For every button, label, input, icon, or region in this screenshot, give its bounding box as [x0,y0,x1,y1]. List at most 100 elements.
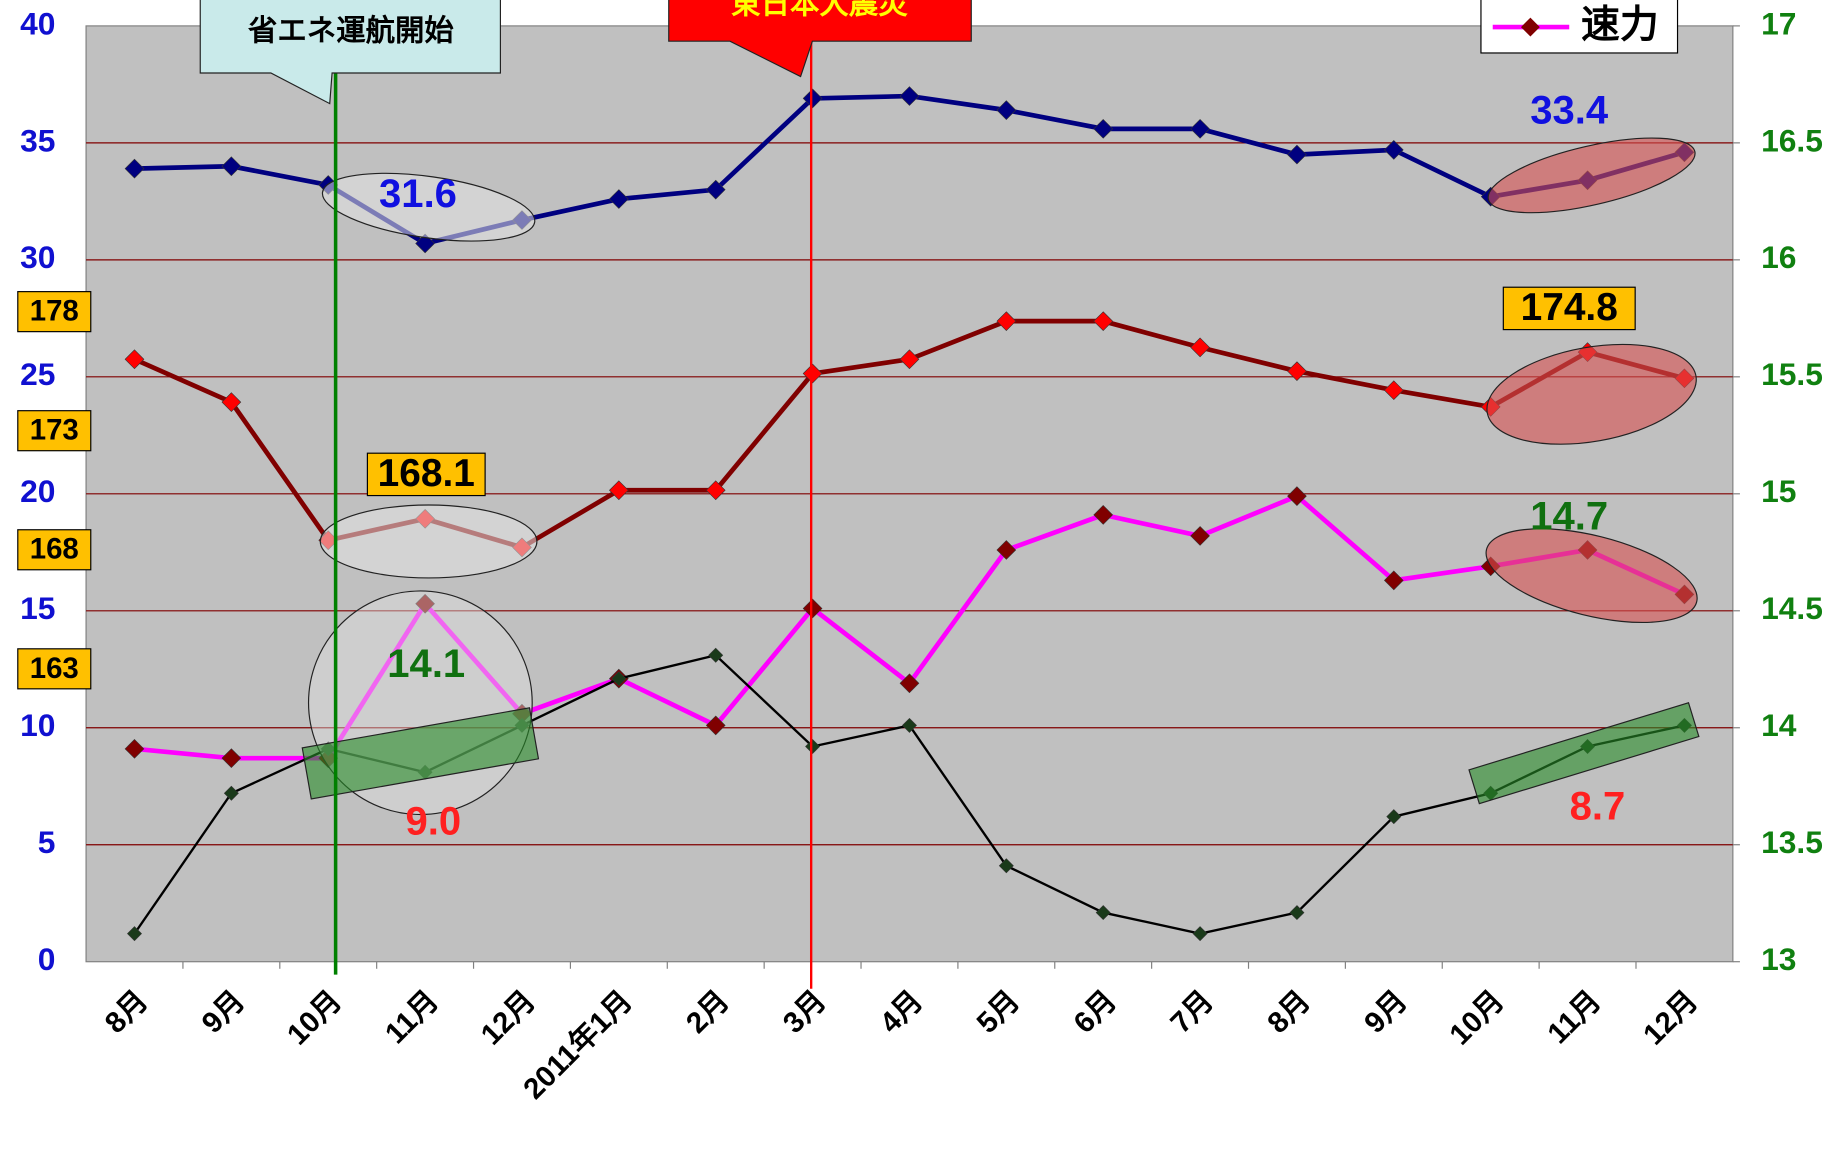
y-tick-label: 40 [20,5,55,41]
callout-box [199,0,502,105]
annotation-box [1502,286,1636,331]
x-tick-label: 2月 [680,984,736,1040]
marker [127,926,142,942]
marker [609,480,629,501]
x-tick-label: 7月 [1164,984,1220,1040]
y3-tick-box [17,291,92,333]
callout-text: 省エネ運航開始 [248,14,454,48]
marker [415,593,435,614]
y3-tick-box [17,529,92,571]
highlight-rect [1468,702,1700,805]
highlights [301,137,1700,816]
marker [1383,570,1404,591]
annotation: 14.7 [1530,495,1608,539]
y3-tick-label: 163 [30,652,79,685]
marker [998,858,1014,874]
y2-tick-label: 13.5 [1761,824,1823,860]
marker [1190,119,1210,139]
y2-tick-label: 16.5 [1761,122,1823,158]
grid [86,142,1733,846]
marker [1383,140,1404,160]
marker [899,673,920,694]
marker [996,100,1017,120]
marker [221,748,242,769]
marker [1386,809,1402,825]
y2-tick-label: 17 [1761,5,1796,41]
marker [899,349,920,370]
marker [1287,144,1307,165]
marker [124,349,145,370]
y-tick-label: 15 [20,590,55,626]
callout-text: 東日本大震災 [731,0,908,21]
marker [1192,926,1208,942]
y-tick-label: 30 [20,239,55,275]
y2-tick-label: 14.5 [1761,590,1823,626]
marker [1093,505,1114,525]
marker [1287,486,1307,506]
x-tick-label: 8月 [99,984,155,1040]
marker [221,156,242,177]
y3-tick-box [17,648,92,690]
y2-tick-label: 14 [1761,707,1797,743]
x-tick-label: 8月 [1261,984,1317,1040]
marker [901,717,917,733]
y-tick-label: 35 [20,122,55,158]
marker [1093,119,1114,139]
y3-tick-label: 173 [30,414,79,447]
legend-label: 速力 [1581,3,1659,46]
x-tick-label: 5月 [970,984,1026,1040]
annotation: 8.7 [1570,784,1626,828]
x-tick-label: 12月 [1637,984,1704,1051]
marker [899,86,920,106]
marker [124,158,145,179]
y2-tick-label: 15 [1761,473,1796,509]
y2-tick-label: 15.5 [1761,356,1823,392]
marker [415,233,435,254]
marker [1093,311,1114,332]
marker [1190,337,1210,358]
annotation: 14.1 [387,642,465,686]
annotation: 174.8 [1521,286,1618,329]
x-tick-label: 11月 [1541,984,1607,1050]
highlight-rect [301,707,540,800]
y-tick-label: 0 [38,941,56,977]
x-tick-label: 9月 [1358,984,1414,1040]
marker [1289,905,1305,921]
marker [705,480,726,501]
marker [1190,526,1210,546]
annotation-box [366,452,486,497]
y-tick-label: 20 [20,473,55,509]
x-tick-label: 10月 [281,984,348,1051]
annotation: 33.4 [1530,89,1609,133]
y3-tick-label: 178 [30,295,79,328]
annotation: 31.6 [379,172,457,216]
marker [805,738,821,754]
annotation: 168.1 [378,452,475,495]
marker [705,179,726,200]
x-tick-label: 11月 [379,984,445,1050]
marker [124,738,145,759]
marker [611,671,627,687]
marker [221,392,242,412]
y-tick-label: 25 [20,356,55,392]
y3-tick-box [17,410,92,452]
highlight-ellipse [1485,528,1698,624]
marker [996,540,1017,560]
y-tick-label: 5 [38,824,56,860]
marker [708,647,724,663]
y3-tick-label: 168 [30,533,79,566]
marker [1287,361,1307,382]
legend-marker [1520,17,1540,37]
marker [802,598,823,619]
x-tick-label: 3月 [777,984,833,1040]
marker [802,88,823,109]
highlight-ellipse [321,172,536,242]
y-tick-label: 10 [20,707,55,743]
highlight-ellipse [319,504,538,579]
marker [802,363,823,384]
x-tick-label: 6月 [1067,984,1123,1040]
x-tick-label: 4月 [874,984,930,1040]
x-tick-label: 10月 [1443,984,1510,1051]
y2-tick-label: 16 [1761,239,1796,275]
